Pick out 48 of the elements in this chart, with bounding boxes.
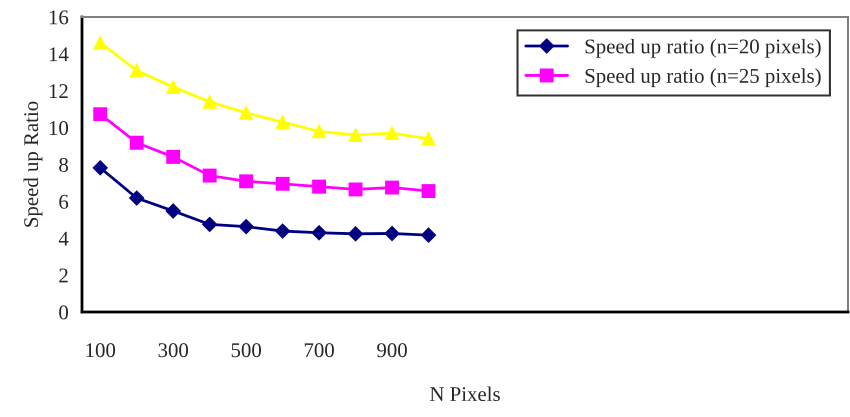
point — [239, 174, 254, 188]
point — [275, 223, 290, 239]
legend-label: Speed up ratio (n=20 pixels) — [586, 38, 821, 58]
point — [385, 126, 399, 140]
y-tick-label: 10 — [50, 121, 68, 136]
point — [348, 128, 363, 142]
y-tick-label: 8 — [59, 158, 68, 172]
point — [348, 182, 363, 196]
point — [202, 94, 217, 109]
point — [129, 190, 144, 206]
point — [420, 228, 436, 243]
point — [312, 180, 326, 194]
x-tick-label: 700 — [304, 343, 334, 358]
point — [238, 219, 254, 234]
y-tick-label: 6 — [59, 194, 68, 209]
y-tick-label: 0 — [59, 305, 68, 320]
x-tick-label: 500 — [232, 343, 261, 358]
point — [93, 107, 108, 122]
y-tick-label: 4 — [58, 232, 68, 246]
point — [384, 226, 400, 242]
point — [348, 226, 364, 242]
x-tick-label: 100 — [86, 343, 116, 358]
point — [166, 203, 181, 219]
y-tick-label: 12 — [50, 84, 68, 98]
x-axis-title: N Pixels — [430, 386, 500, 402]
point — [202, 168, 217, 183]
y-axis-title: Speed up Ratio — [24, 102, 42, 227]
point — [202, 216, 218, 232]
point — [93, 36, 108, 50]
legend-label: Speed up ratio (n=25 pixels) — [586, 68, 821, 88]
y-tick-label: 14 — [50, 47, 68, 62]
point — [166, 150, 180, 164]
y-tick-label: 16 — [50, 10, 68, 24]
point — [422, 132, 436, 146]
point — [385, 180, 399, 194]
point — [130, 64, 144, 78]
x-tick-label: 300 — [158, 343, 188, 358]
x-tick-label: 900 — [377, 343, 407, 358]
y-tick-label: 2 — [59, 268, 68, 282]
point — [276, 115, 290, 130]
point — [422, 184, 436, 198]
point — [130, 136, 144, 150]
point — [92, 160, 108, 176]
point — [312, 124, 326, 138]
point — [166, 80, 180, 94]
point — [276, 176, 290, 191]
point — [239, 106, 254, 120]
point — [312, 225, 327, 240]
